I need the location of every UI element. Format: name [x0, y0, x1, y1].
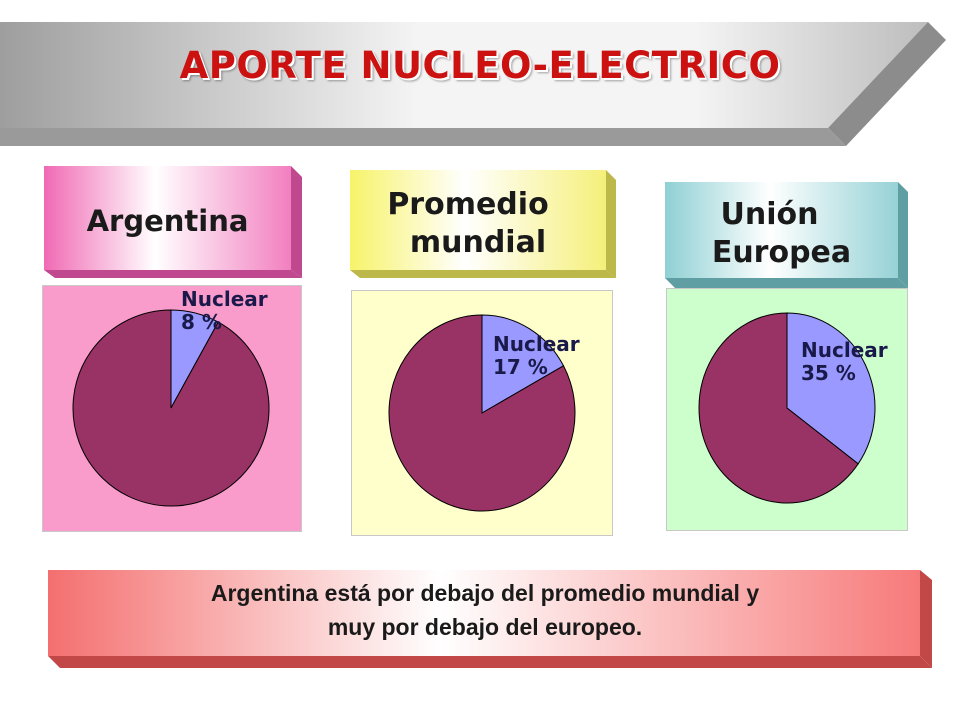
label-europa-name: Nuclear	[801, 338, 888, 362]
page-title: APORTE NUCLEO-ELECTRICO	[179, 44, 781, 87]
label-argentina-name: Nuclear	[181, 287, 268, 311]
label-europa-pct: 35 %	[801, 361, 856, 385]
conclusion-text: Argentina está por debajo del promedio m…	[50, 576, 920, 644]
pie-europa	[697, 311, 877, 505]
header-mundial: Promedio mundial	[350, 170, 622, 278]
header-europa-line2: Europea	[711, 235, 852, 270]
label-argentina-pct: 8 %	[181, 310, 222, 334]
label-mundial-pct: 17 %	[493, 355, 548, 379]
pie-argentina-slice-other	[72, 309, 270, 507]
conclusion-banner	[48, 570, 932, 668]
conclusion-line2: muy por debajo del europeo.	[327, 614, 643, 640]
pie-europa-slice-nuclear	[786, 312, 876, 465]
header-argentina: Argentina	[44, 166, 306, 278]
pie-mundial-slice-nuclear	[481, 314, 565, 414]
label-mundial: Nuclear 17 %	[493, 333, 580, 379]
pie-mundial-slice-other	[388, 314, 576, 512]
conclusion-line1: Argentina está por debajo del promedio m…	[210, 580, 760, 606]
label-europa: Nuclear 35 %	[801, 339, 888, 385]
header-europa: Unión Europea	[665, 182, 913, 288]
header-argentina-label: Argentina	[86, 204, 249, 238]
label-mundial-name: Nuclear	[493, 332, 580, 356]
pie-europa-slice-other	[698, 312, 859, 504]
title-banner	[0, 22, 946, 146]
label-argentina: Nuclear 8 %	[181, 288, 268, 334]
header-mundial-line2: mundial	[409, 225, 547, 260]
header-europa-line1: Unión	[720, 197, 819, 232]
pie-mundial	[387, 313, 577, 513]
header-mundial-line1: Promedio	[387, 187, 549, 222]
pie-argentina	[71, 308, 271, 508]
